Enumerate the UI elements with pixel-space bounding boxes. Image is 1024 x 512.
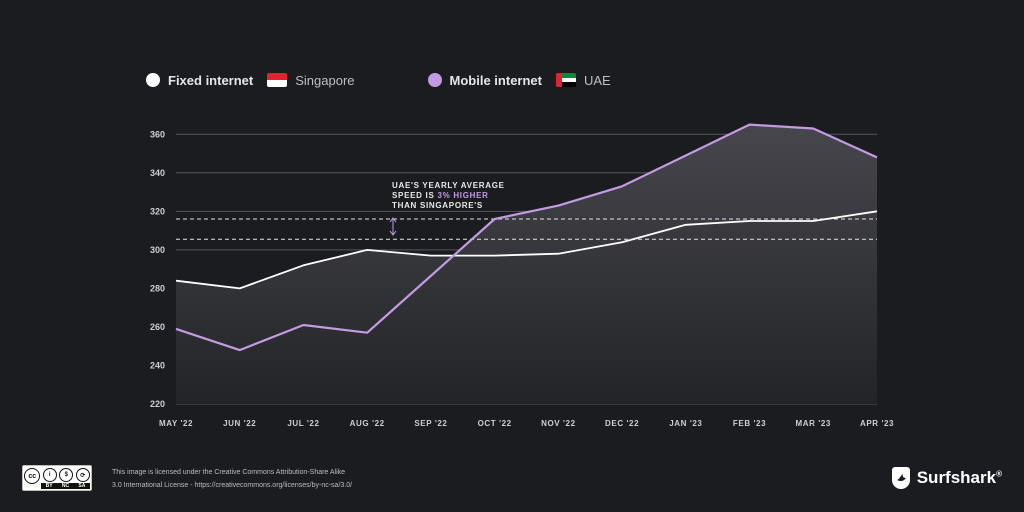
brand-name-text: Surfshark bbox=[916, 468, 997, 487]
legend-fixed: Fixed internet Singapore bbox=[146, 73, 355, 88]
creative-commons-icon[interactable]: cc i $ ⟳ BY NC SA bbox=[22, 465, 92, 491]
legend-mobile-label: Mobile internet bbox=[449, 72, 542, 88]
x-tick-labels: MAY '22 JUN '22 JUL '22 AUG '22 SEP '22 OCT '… bbox=[159, 419, 894, 428]
cc-logo-icon: cc bbox=[24, 468, 41, 484]
singapore-flag-icon bbox=[267, 73, 288, 87]
license-line-2[interactable]: 3.0 International License - https://crea… bbox=[112, 482, 353, 489]
cc-by-icon: i bbox=[42, 468, 57, 482]
surfshark-brand: Surfshark® bbox=[891, 466, 1002, 490]
legend-fixed-label: Fixed internet bbox=[168, 72, 254, 88]
license-footer: cc i $ ⟳ BY NC SA This image is licensed… bbox=[22, 465, 352, 492]
annotation-line-2: SPEED IS 3% HIGHER bbox=[392, 191, 505, 201]
license-text: This image is licensed under the Creativ… bbox=[112, 466, 352, 492]
chart-legend: Fixed internet Singapore Mobile internet… bbox=[146, 68, 611, 92]
y-tick-label: 280 bbox=[150, 283, 165, 293]
cc-nc-icon: $ bbox=[59, 468, 74, 482]
x-tick-label: AUG '22 bbox=[350, 419, 385, 428]
cc-label-sa: SA bbox=[78, 483, 86, 489]
brand-registered-mark: ® bbox=[996, 469, 1002, 479]
speed-annotation: UAE'S YEARLY AVERAGE SPEED IS 3% HIGHER … bbox=[392, 181, 505, 211]
x-tick-label: FEB '23 bbox=[733, 419, 766, 428]
cc-labels: BY NC SA bbox=[41, 483, 90, 489]
y-tick-label: 320 bbox=[150, 206, 165, 216]
license-line-1: This image is licensed under the Creativ… bbox=[112, 469, 346, 476]
area-fill bbox=[176, 124, 877, 404]
cc-label-by: BY bbox=[45, 483, 53, 489]
annotation-line-3: THAN SINGAPORE'S bbox=[392, 201, 483, 210]
legend-mobile: Mobile internet UAE bbox=[427, 72, 611, 88]
x-tick-label: SEP '22 bbox=[414, 419, 447, 428]
x-tick-label: DEC '22 bbox=[605, 419, 639, 428]
cc-label-nc: NC bbox=[61, 483, 70, 489]
uae-flag-icon bbox=[555, 73, 576, 87]
y-tick-label: 260 bbox=[150, 322, 165, 332]
y-tick-label: 340 bbox=[150, 168, 165, 178]
cc-sa-icon: ⟳ bbox=[75, 468, 90, 482]
x-tick-label: JUN '22 bbox=[223, 419, 256, 428]
fixed-internet-line bbox=[175, 210, 878, 290]
x-tick-label: OCT '22 bbox=[478, 419, 512, 428]
legend-mobile-country: UAE bbox=[583, 72, 611, 88]
x-tick-label: NOV '22 bbox=[541, 419, 576, 428]
y-tick-label: 240 bbox=[150, 360, 165, 370]
brand-name: Surfshark® bbox=[917, 468, 1002, 488]
series-lines bbox=[175, 123, 878, 352]
legend-fixed-country: Singapore bbox=[295, 72, 355, 88]
x-tick-label: MAY '22 bbox=[159, 419, 193, 428]
x-tick-label: JUL '22 bbox=[287, 419, 319, 428]
fixed-series-dot bbox=[146, 73, 160, 87]
x-tick-label: JAN '23 bbox=[669, 419, 702, 428]
y-tick-label: 220 bbox=[150, 399, 165, 409]
annotation-line-1: UAE'S YEARLY AVERAGE bbox=[392, 181, 505, 190]
x-tick-label: APR '23 bbox=[860, 419, 894, 428]
area-under-curves bbox=[176, 124, 877, 404]
annotation-highlight: 3% HIGHER bbox=[437, 191, 489, 200]
x-tick-label: MAR '23 bbox=[796, 419, 831, 428]
reference-lines bbox=[176, 218, 877, 240]
mobile-internet-line bbox=[175, 123, 878, 352]
y-tick-labels: 220 240 260 280 300 320 340 360 bbox=[150, 129, 165, 409]
surfshark-logo-icon bbox=[891, 467, 910, 489]
y-tick-label: 360 bbox=[150, 129, 165, 139]
mobile-series-dot bbox=[427, 73, 442, 87]
annotation-line-2-prefix: SPEED IS bbox=[392, 191, 438, 200]
y-tick-label: 300 bbox=[150, 245, 165, 255]
annotation-arrow bbox=[389, 217, 397, 236]
